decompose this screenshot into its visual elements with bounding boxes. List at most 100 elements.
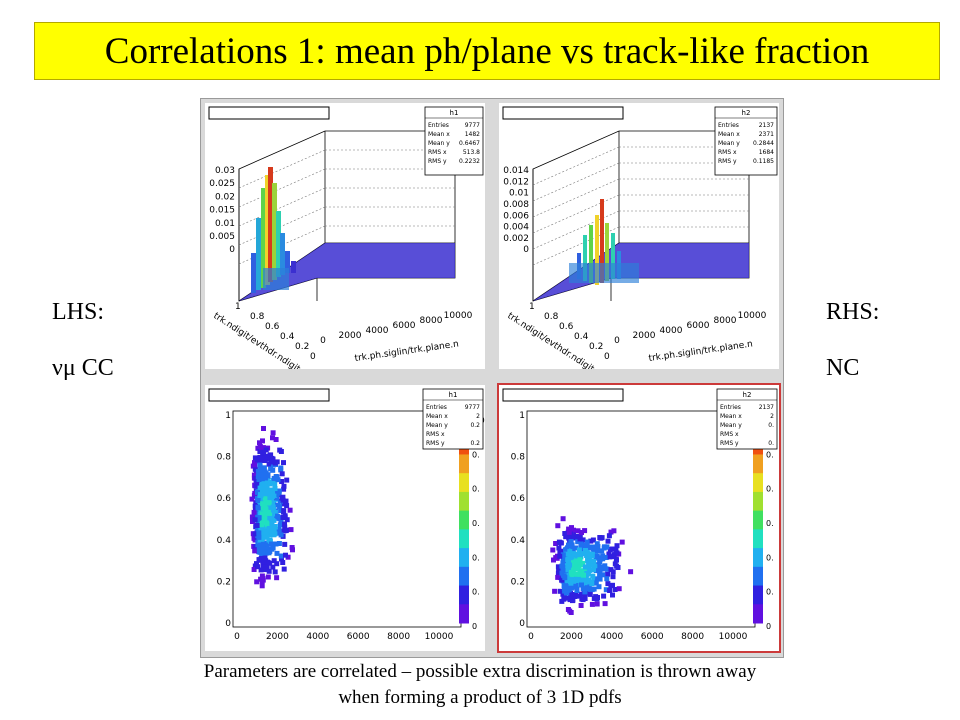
- colz-cell: [600, 572, 606, 578]
- colz-cell: [262, 469, 268, 475]
- colz-cell: [559, 563, 565, 569]
- colz-cell: [282, 513, 288, 519]
- colz-cell: [574, 566, 580, 571]
- colz-cell: [589, 581, 595, 587]
- palette-tick-label: 0.: [472, 553, 480, 562]
- y-tick-label: 1: [519, 411, 525, 421]
- pad-colz-h1[interactable]: 0 2000 4000 6000 8000 10000 1 0.8 0.6 0.4 0.2 0 0.…: [205, 385, 485, 651]
- colz-cell: [273, 437, 279, 442]
- stats-value: 0.2: [470, 422, 480, 429]
- colz-cell: [264, 521, 270, 527]
- stats-value: 2371: [759, 131, 774, 138]
- colz-cell: [281, 566, 287, 572]
- rhs-sub: NC: [826, 355, 860, 381]
- colz-cell: [252, 462, 258, 468]
- colz-cell: [570, 560, 576, 566]
- colz-cell: [571, 551, 577, 557]
- palette-tick-label: 0.: [472, 588, 480, 597]
- colz-cell: [267, 495, 273, 501]
- colz-cell: [598, 564, 604, 570]
- colz-cell: [560, 568, 566, 573]
- colz-cell: [559, 577, 565, 583]
- colz-cell: [558, 540, 564, 546]
- pad-lego-h1[interactable]: 0.03 0.025 0.02 0.015 0.01 0.005 0 0 2000 4000 60…: [205, 103, 485, 369]
- colz-cell: [281, 460, 286, 466]
- colz-cell: [562, 575, 568, 581]
- palette-swatch: [753, 491, 763, 512]
- colz-cell: [576, 547, 582, 553]
- palette-swatch: [459, 491, 469, 512]
- y-tick-label: 0.8: [511, 453, 526, 463]
- stats-value: 0.6467: [459, 140, 480, 147]
- colz-cell: [267, 560, 273, 566]
- palette-swatch: [459, 585, 469, 605]
- colz-cell: [607, 588, 613, 593]
- colz-cell: [255, 498, 261, 503]
- pad-lego-h2[interactable]: 0.014 0.012 0.01 0.008 0.006 0.004 0.002 0 0 200…: [499, 103, 779, 369]
- palette-tick-label: 0: [766, 622, 771, 631]
- colz-cell: [564, 534, 570, 539]
- palette-tick-label: 0.: [472, 519, 480, 528]
- colz-cell: [265, 488, 271, 494]
- lego-floor: [239, 243, 455, 301]
- colz-cell: [274, 561, 280, 567]
- colz-cell: [570, 546, 576, 552]
- lego-peak: [251, 167, 296, 293]
- z-tick-label: 0: [523, 245, 529, 255]
- colz-cell: [274, 550, 280, 556]
- colz-cell: [259, 445, 265, 451]
- colz-cell: [586, 577, 592, 583]
- stats-value: 9777: [465, 122, 480, 129]
- colz-cell: [567, 562, 572, 568]
- stats-key: Mean x: [428, 131, 450, 138]
- colz-cell: [264, 478, 270, 484]
- stats-value: 2137: [759, 404, 774, 411]
- colz-cell: [256, 546, 262, 552]
- colz-cell: [262, 458, 268, 463]
- colz-cell: [568, 610, 574, 615]
- palette-swatch: [753, 604, 763, 624]
- colz-cell: [251, 472, 257, 478]
- colz-cell: [591, 596, 597, 601]
- colz-cell: [568, 540, 574, 546]
- colz-cell: [260, 541, 266, 547]
- z-tick-label: 0.005: [209, 232, 235, 242]
- colz-cell: [258, 492, 263, 498]
- colz-cell: [267, 518, 273, 524]
- colz-cell: [586, 584, 592, 590]
- colz-cell: [574, 553, 580, 559]
- colz-cell: [276, 488, 282, 494]
- colz-cell: [265, 574, 271, 580]
- colz-cell: [271, 558, 277, 564]
- colz-cell: [578, 603, 584, 608]
- x-tick-label: 2000: [560, 632, 583, 642]
- colz-cell: [278, 532, 284, 538]
- colz-cell: [267, 515, 273, 521]
- colz-cell: [276, 529, 282, 535]
- colz-cell: [584, 539, 590, 545]
- colz-cell: [613, 556, 619, 562]
- colz-cell: [255, 564, 261, 570]
- colz-cell: [601, 593, 607, 599]
- colz-cell: [259, 520, 265, 526]
- colz-cell: [259, 511, 265, 517]
- colz-cell: [581, 572, 586, 578]
- z-tick-label: 0.008: [503, 200, 529, 210]
- colz-cell: [562, 556, 568, 562]
- colz-cell: [252, 490, 258, 496]
- colz-cell: [557, 588, 563, 594]
- colz-cell: [277, 498, 283, 504]
- x-tick-label: 6000: [641, 632, 664, 642]
- colz-cell: [566, 558, 571, 564]
- colz-cell: [597, 573, 603, 579]
- colz-cell: [261, 559, 267, 565]
- colz-cell: [259, 509, 265, 515]
- z-tick-label: 0.004: [503, 223, 529, 233]
- colz-cell: [608, 529, 614, 535]
- stats-title: h1: [450, 109, 459, 117]
- colz-cell: [594, 596, 600, 602]
- colz-cell: [249, 514, 255, 520]
- pad-colz-h2[interactable]: 0 2000 4000 6000 8000 10000 1 0.8 0.6 0.4 0.2 0 0.…: [497, 383, 781, 653]
- stats-key: RMS y: [718, 158, 737, 165]
- x-tick-label: 4000: [600, 632, 623, 642]
